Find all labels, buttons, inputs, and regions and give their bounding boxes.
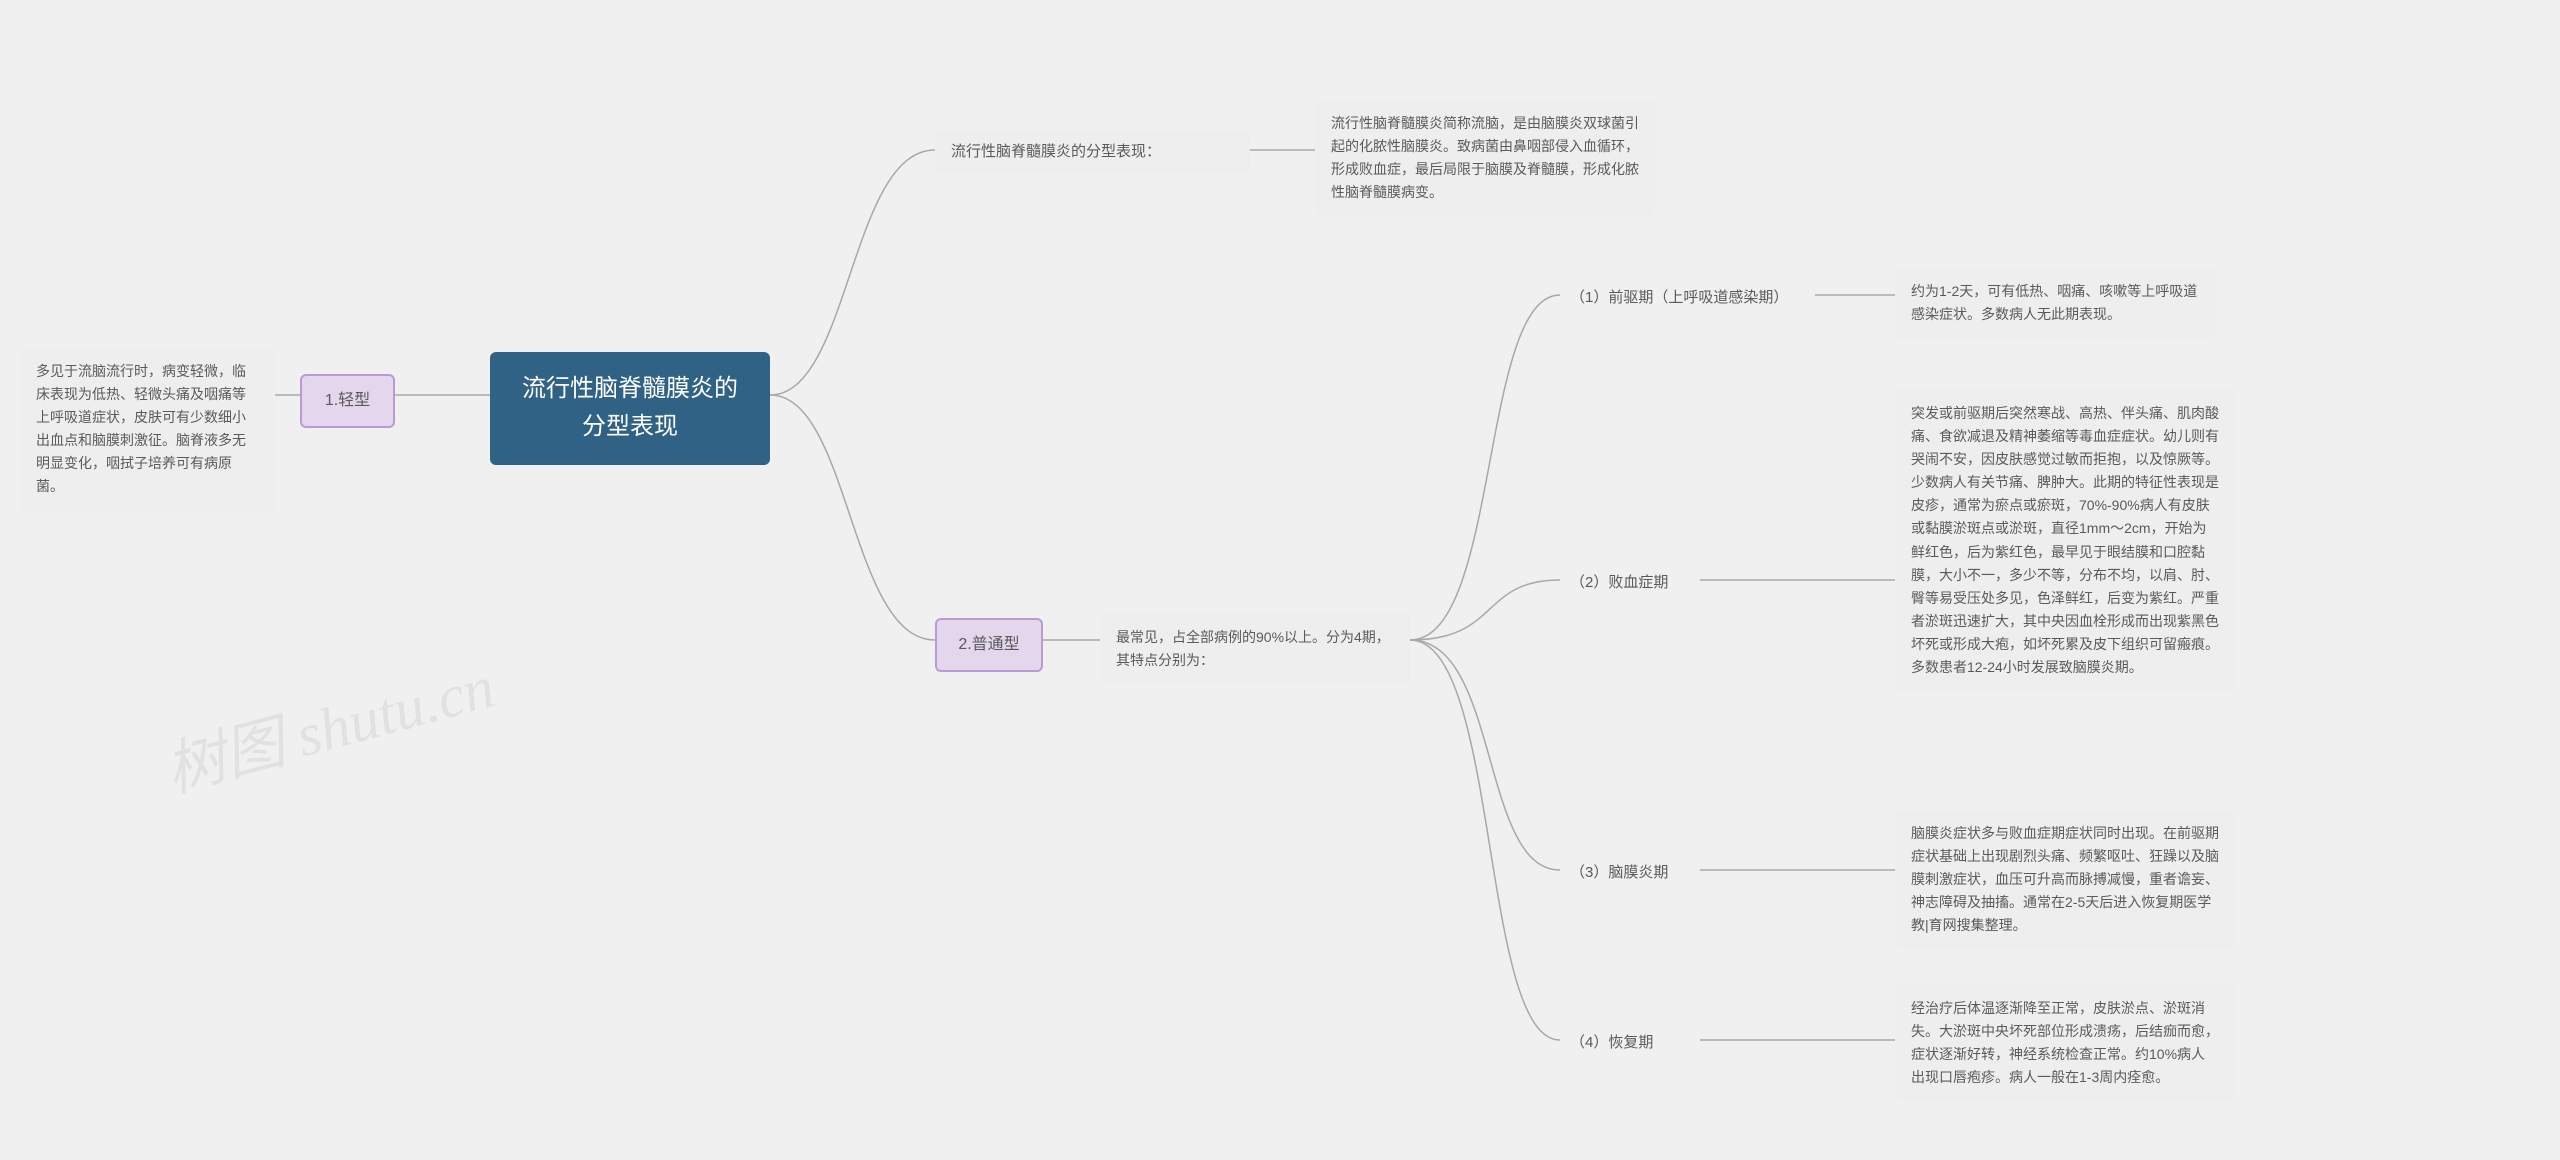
stage2-label: （2）败血症期 <box>1560 565 1678 601</box>
branch-type2: 2.普通型 <box>935 618 1043 672</box>
desc-type1: 多见于流脑流行时，病变轻微，临床表现为低热、轻微头痛及咽痛等上呼吸道症状，皮肤可… <box>20 348 275 511</box>
stage1-label: （1）前驱期（上呼吸道感染期） <box>1560 280 1798 316</box>
branch-intro: 流行性脑脊髓膜炎的分型表现： <box>935 130 1250 174</box>
desc-intro: 流行性脑脊髓膜炎简称流脑，是由脑膜炎双球菌引起的化脓性脑膜炎。致病菌由鼻咽部侵入… <box>1315 100 1655 216</box>
stage1-desc: 约为1-2天，可有低热、咽痛、咳嗽等上呼吸道感染症状。多数病人无此期表现。 <box>1895 268 2215 338</box>
desc-type2: 最常见，占全部病例的90%以上。分为4期，其特点分别为： <box>1100 614 1410 684</box>
stage3-desc: 脑膜炎症状多与败血症期症状同时出现。在前驱期症状基础上出现剧烈头痛、频繁呕吐、狂… <box>1895 810 2235 949</box>
stage2-desc: 突发或前驱期后突然寒战、高热、伴头痛、肌肉酸痛、食欲减退及精神萎缩等毒血症症状。… <box>1895 390 2235 691</box>
watermark: 树图 shutu.cn <box>154 638 502 809</box>
branch-type1: 1.轻型 <box>300 374 395 428</box>
stage3-label: （3）脑膜炎期 <box>1560 855 1678 891</box>
stage4-desc: 经治疗后体温逐渐降至正常，皮肤淤点、淤斑消失。大淤斑中央坏死部位形成溃疡，后结痂… <box>1895 985 2235 1101</box>
root-node: 流行性脑脊髓膜炎的分型表现 <box>490 352 770 465</box>
stage4-label: （4）恢复期 <box>1560 1025 1663 1061</box>
